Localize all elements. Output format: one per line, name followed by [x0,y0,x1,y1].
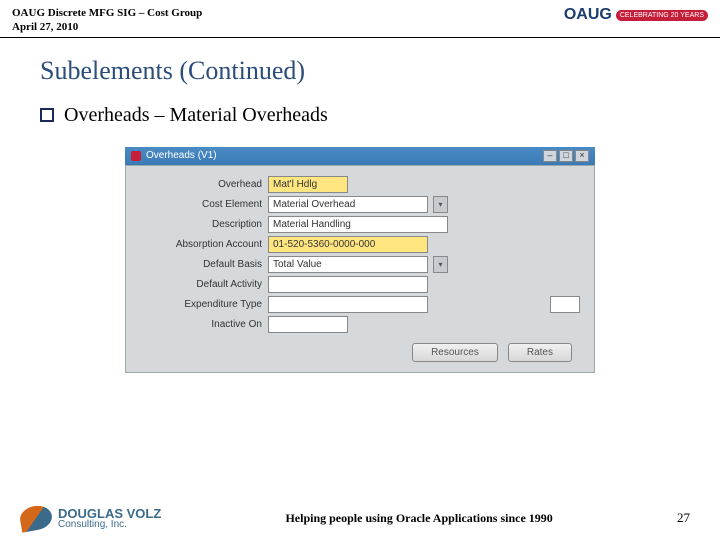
description-label: Description [132,219,262,230]
window-body: Overhead Mat'l Hdlg Cost Element Materia… [125,165,595,373]
oracle-forms-window: Overheads (V1) – □ × Overhead Mat'l Hdlg… [125,147,595,373]
oaug-logo-text: OAUG [564,6,612,24]
maximize-button[interactable]: □ [559,150,573,162]
window-app-icon [131,151,141,161]
expenditure-type-label: Expenditure Type [132,299,262,310]
expenditure-type-field[interactable] [268,296,428,313]
footer-logo-main: DOUGLAS VOLZ [58,507,161,520]
default-basis-label: Default Basis [132,259,262,270]
oaug-logo-badge: CELEBRATING 20 YEARS [616,10,708,21]
header-line1: OAUG Discrete MFG SIG – Cost Group [12,6,202,20]
footer-logo-sub: Consulting, Inc. [58,520,161,530]
flex-field[interactable] [550,296,580,313]
header-text: OAUG Discrete MFG SIG – Cost Group April… [12,6,202,35]
footer-tagline: Helping people using Oracle Applications… [285,511,552,526]
minimize-button[interactable]: – [543,150,557,162]
default-basis-dropdown-icon[interactable]: ▾ [433,256,448,273]
resources-button[interactable]: Resources [412,343,498,362]
slide-header: OAUG Discrete MFG SIG – Cost Group April… [0,0,720,38]
default-basis-field[interactable]: Total Value [268,256,428,273]
cost-element-label: Cost Element [132,199,262,210]
logo-swoosh-icon [18,503,54,532]
cost-element-dropdown-icon[interactable]: ▾ [433,196,448,213]
close-button[interactable]: × [575,150,589,162]
inactive-on-label: Inactive On [132,319,262,330]
inactive-on-field[interactable] [268,316,348,333]
slide-title: Subelements (Continued) [40,56,720,86]
default-activity-label: Default Activity [132,279,262,290]
window-title-text: Overheads (V1) [146,150,217,161]
douglas-volz-logo: DOUGLAS VOLZ Consulting, Inc. [20,506,161,530]
bullet-icon [40,108,54,122]
overhead-label: Overhead [132,179,262,190]
overhead-field[interactable]: Mat'l Hdlg [268,176,348,193]
slide-footer: DOUGLAS VOLZ Consulting, Inc. Helping pe… [0,506,720,530]
rates-button[interactable]: Rates [508,343,572,362]
cost-element-field[interactable]: Material Overhead [268,196,428,213]
absorption-label: Absorption Account [132,239,262,250]
oaug-logo: OAUG CELEBRATING 20 YEARS [564,6,708,24]
default-activity-field[interactable] [268,276,428,293]
window-titlebar[interactable]: Overheads (V1) – □ × [125,147,595,165]
header-line2: April 27, 2010 [12,20,202,34]
description-field[interactable]: Material Handling [268,216,448,233]
bullet-item: Overheads – Material Overheads [40,104,720,127]
bullet-text: Overheads – Material Overheads [64,104,328,127]
page-number: 27 [677,510,690,526]
absorption-field[interactable]: 01-520-5360-0000-000 [268,236,428,253]
